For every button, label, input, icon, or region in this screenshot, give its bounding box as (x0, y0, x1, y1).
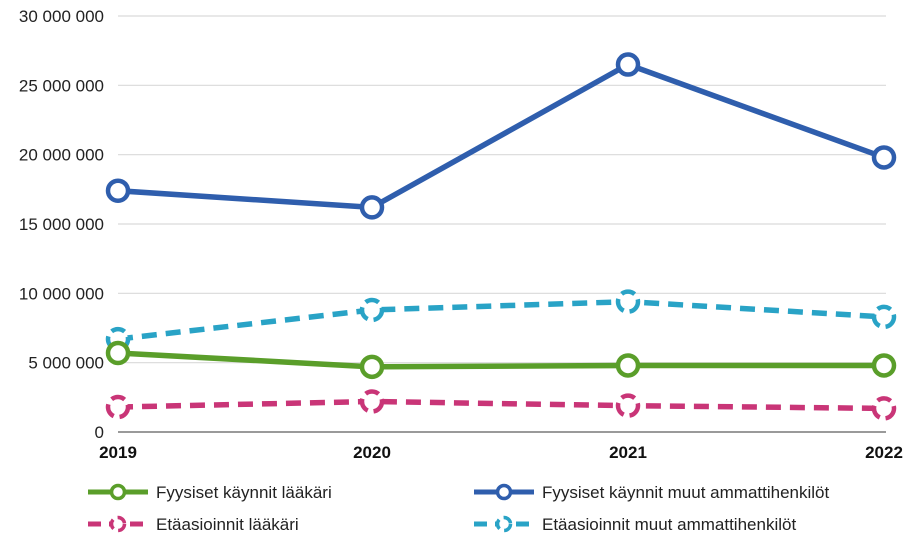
legend: Fyysiset käynnit lääkäri Fyysiset käynnit… (88, 483, 829, 534)
data-point (105, 394, 131, 420)
data-point (105, 340, 131, 366)
x-tick-label: 2021 (609, 443, 647, 462)
data-point (871, 353, 897, 378)
legend-swatch-marker (495, 483, 513, 501)
series-0 (105, 340, 897, 380)
x-tick-label: 2020 (353, 443, 391, 462)
legend-item: Fyysiset käynnit lääkäri (88, 483, 332, 502)
data-point (105, 178, 131, 203)
y-tick-label: 10 000 000 (19, 284, 104, 303)
data-point (871, 145, 897, 170)
x-axis-tick-labels: 2019 2020 2021 2022 (99, 443, 903, 462)
legend-label: Fyysiset käynnit lääkäri (156, 483, 332, 502)
x-tick-label: 2019 (99, 443, 137, 462)
y-tick-label: 30 000 000 (19, 7, 104, 26)
series-line (117, 61, 885, 211)
legend-label: Etäasioinnit lääkäri (156, 515, 299, 534)
gridlines (118, 15, 886, 364)
y-tick-label: 0 (95, 423, 104, 442)
series-line (117, 350, 884, 370)
series-3 (105, 289, 897, 352)
series-lines (105, 52, 897, 421)
legend-label: Fyysiset käynnit muut ammattihenkilöt (542, 483, 829, 502)
legend-item: Fyysiset käynnit muut ammattihenkilöt (474, 483, 829, 502)
series-1 (105, 52, 897, 220)
data-point (871, 304, 897, 330)
x-tick-label: 2022 (865, 443, 903, 462)
data-point (615, 289, 641, 314)
data-point (359, 389, 385, 414)
series-line (117, 398, 885, 412)
data-point (871, 396, 897, 421)
legend-item: Etäasioinnit muut ammattihenkilöt (474, 515, 796, 534)
y-tick-label: 15 000 000 (19, 215, 104, 234)
series-line (117, 298, 885, 342)
y-tick-label: 25 000 000 (19, 76, 104, 95)
legend-swatch-marker (109, 483, 127, 501)
y-tick-label: 5 000 000 (28, 354, 104, 373)
legend-swatch-marker (495, 515, 513, 533)
y-axis-tick-labels: 0 5 000 000 10 000 000 15 000 000 20 000 000… (19, 7, 104, 442)
data-point (359, 297, 385, 323)
y-tick-label: 20 000 000 (19, 146, 104, 165)
data-point (615, 52, 641, 77)
legend-swatch-marker (109, 515, 127, 533)
legend-item: Etäasioinnit lääkäri (88, 515, 299, 534)
data-point (615, 393, 641, 418)
legend-label: Etäasioinnit muut ammattihenkilöt (542, 515, 796, 534)
data-point (359, 354, 385, 380)
series-2 (105, 389, 897, 421)
data-point (615, 353, 641, 378)
data-point (359, 195, 385, 220)
